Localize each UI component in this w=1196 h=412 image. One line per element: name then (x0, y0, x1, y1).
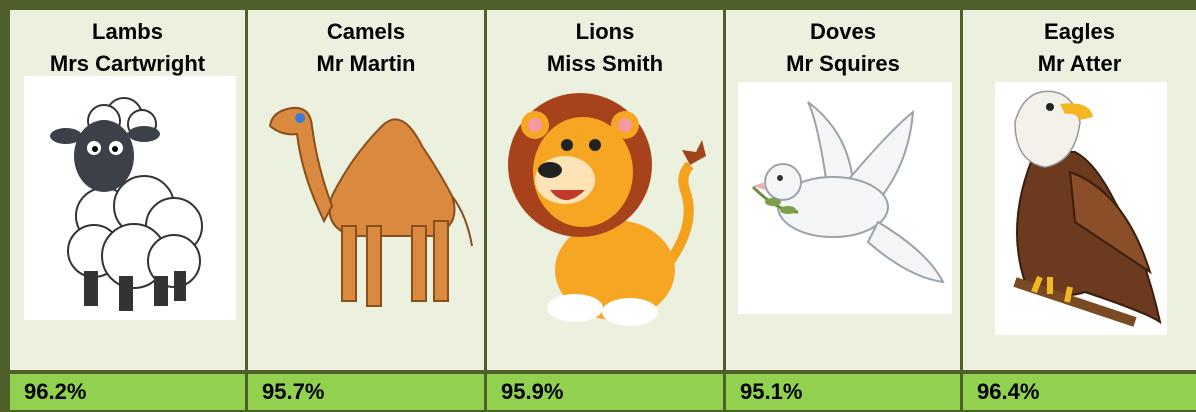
class-heading: Doves Mr Squires (726, 16, 960, 80)
teacher-name: Mr Martin (248, 48, 484, 80)
class-cell: Eagles Mr Atter (963, 10, 1196, 370)
lion-image (505, 80, 715, 330)
class-cell: Doves Mr Squires (726, 10, 960, 370)
eagle-image (995, 82, 1167, 335)
class-name: Lions (487, 16, 723, 48)
class-heading: Lions Miss Smith (487, 16, 723, 80)
dove-image (738, 82, 952, 314)
class-name: Lambs (10, 16, 245, 48)
attendance-value: 95.1% (726, 374, 960, 410)
class-name: Camels (248, 16, 484, 48)
class-heading: Camels Mr Martin (248, 16, 484, 80)
class-heading: Eagles Mr Atter (963, 16, 1196, 80)
attendance-value: 96.2% (10, 374, 245, 410)
camel-image (262, 86, 478, 316)
class-cell: Lambs Mrs Cartwright (10, 10, 245, 370)
class-cell: Camels Mr Martin (248, 10, 484, 370)
teacher-name: Mr Squires (726, 48, 960, 80)
teacher-name: Miss Smith (487, 48, 723, 80)
class-heading: Lambs Mrs Cartwright (10, 16, 245, 80)
class-cell: Lions Miss Smith (487, 10, 723, 370)
class-name: Eagles (963, 16, 1196, 48)
attendance-board: Lambs Mrs Cartwright Camels Mr Martin (0, 0, 1196, 412)
teacher-name: Mr Atter (963, 48, 1196, 80)
attendance-value: 95.9% (487, 374, 723, 410)
lamb-image (24, 76, 236, 320)
attendance-value: 96.4% (963, 374, 1196, 410)
class-name: Doves (726, 16, 960, 48)
attendance-value: 95.7% (248, 374, 484, 410)
